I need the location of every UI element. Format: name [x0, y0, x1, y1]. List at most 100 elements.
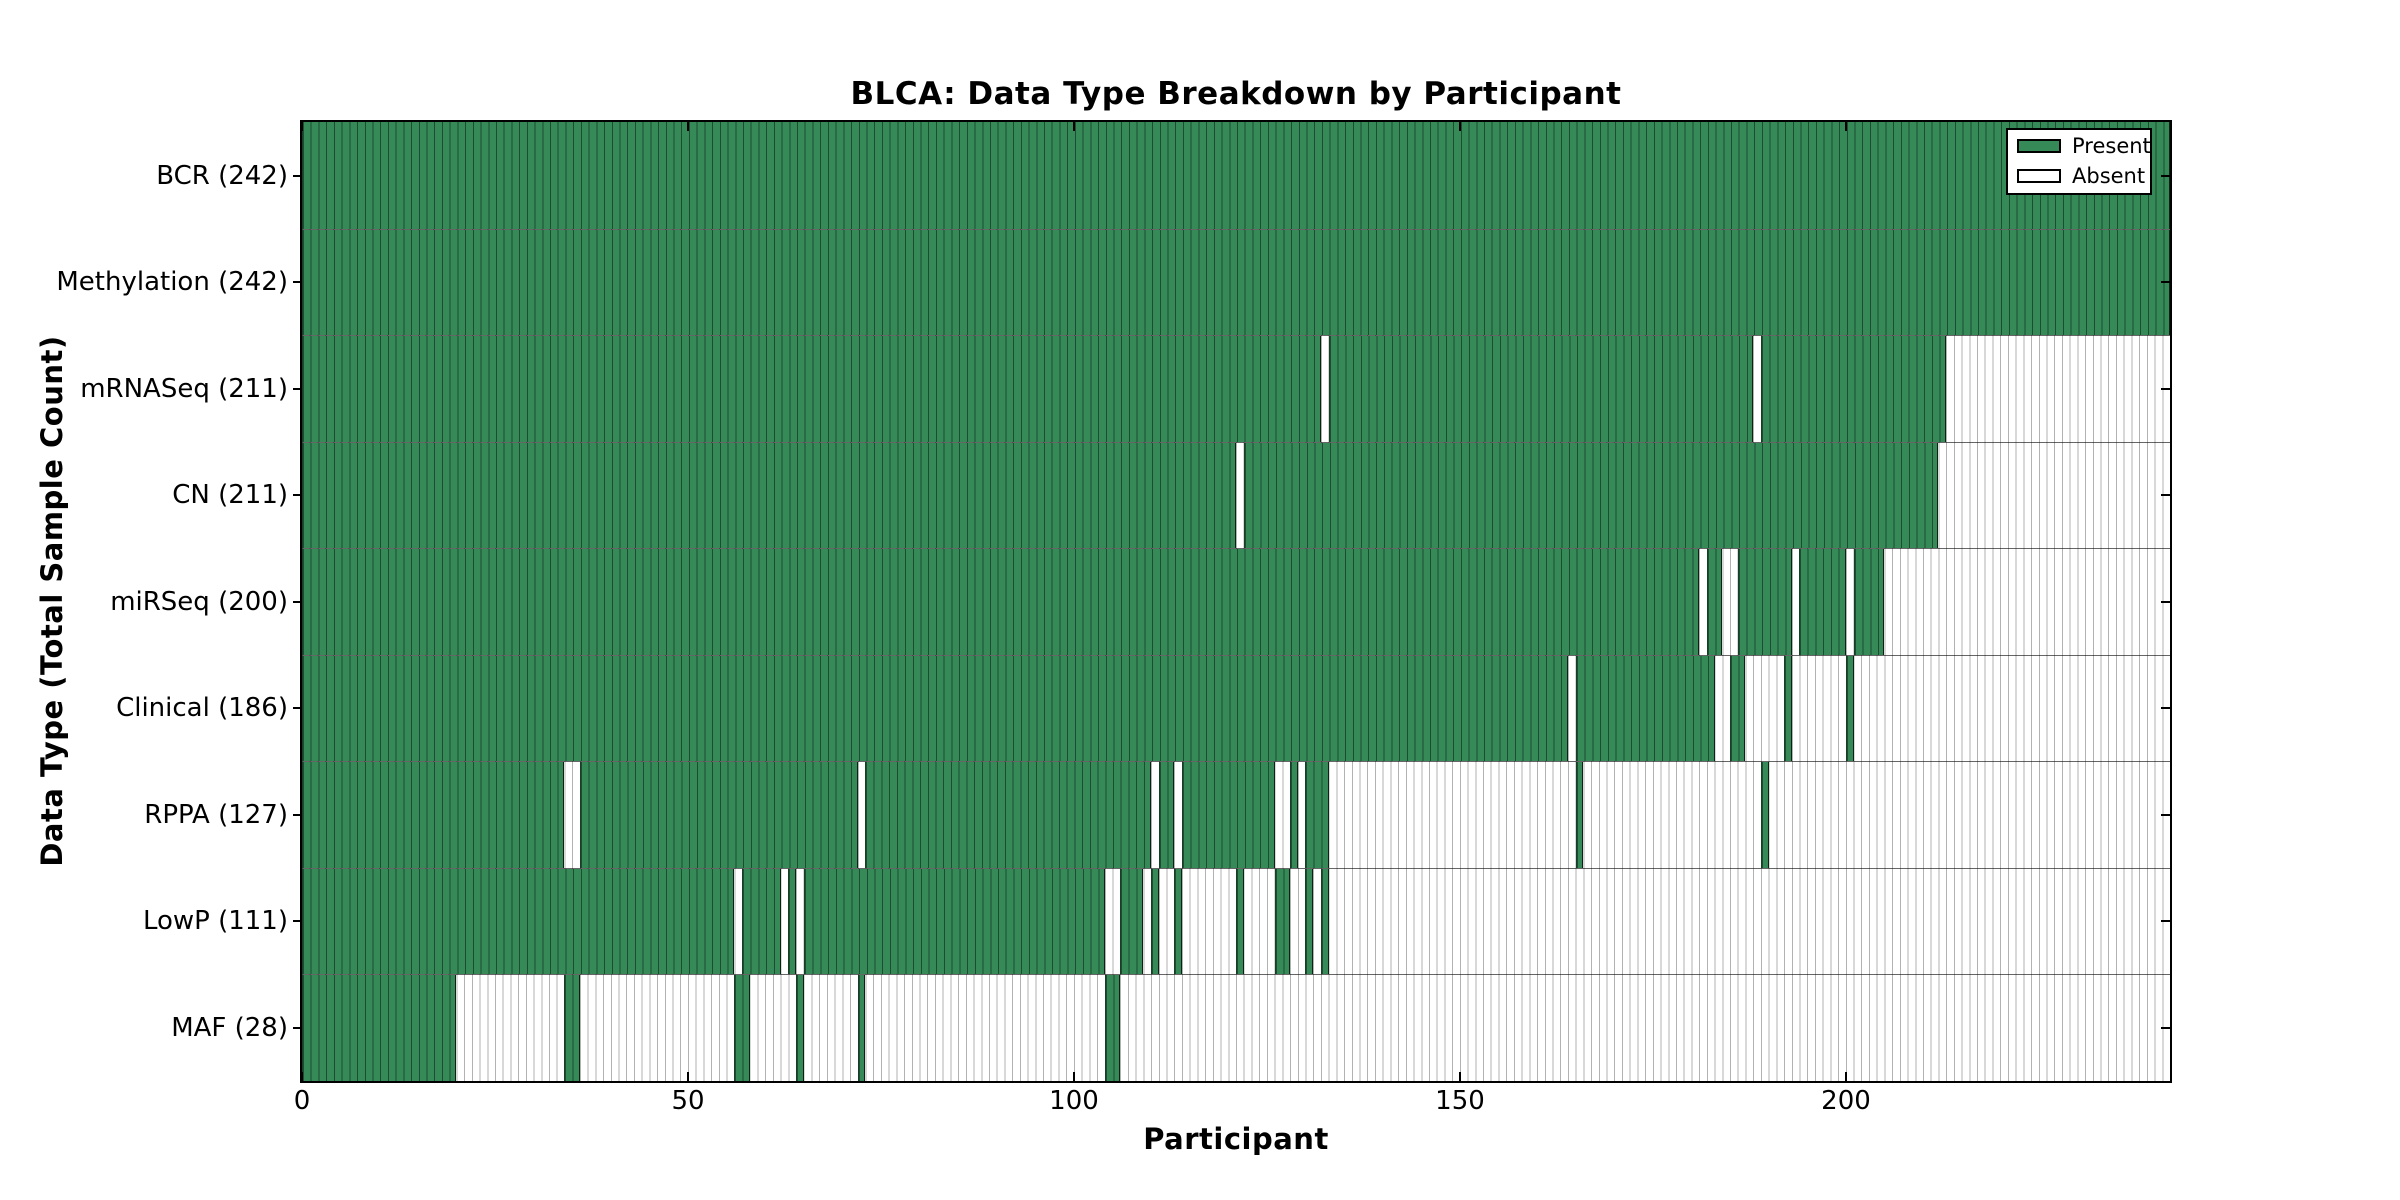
y-tick-left [293, 1027, 302, 1029]
present-segment [1290, 762, 1298, 868]
present-segment [788, 869, 797, 974]
y-tick-label-CN: CN (211) [172, 480, 288, 510]
present-segment [1274, 869, 1291, 974]
y-tick-label-mRNASeq: mRNASeq (211) [80, 374, 288, 404]
x-tick-top [1845, 122, 1847, 131]
present-segment [1575, 656, 1715, 761]
matrix-row-miRSeq [302, 548, 2170, 655]
present-segment [1760, 336, 1947, 442]
present-segment [302, 975, 457, 1081]
present-segment [564, 975, 580, 1081]
y-tick-right [2161, 281, 2170, 283]
matrix-row-Methylation [302, 229, 2170, 335]
present-segment [796, 975, 804, 1081]
x-tick-label-100: 100 [1049, 1086, 1099, 1116]
present-segment [302, 230, 2170, 335]
x-tick-top [1459, 122, 1461, 131]
present-segment [302, 443, 1236, 548]
x-tick-label-0: 0 [293, 1086, 311, 1116]
y-tick-label-MAF: MAF (28) [171, 1013, 288, 1043]
present-segment [1799, 549, 1846, 655]
matrix-row-BCR [302, 122, 2170, 229]
matrix-row-CN [302, 442, 2170, 548]
x-tick-label-150: 150 [1435, 1086, 1485, 1116]
y-tick-left [293, 175, 302, 177]
chart-title: BLCA: Data Type Breakdown by Participant [850, 76, 1622, 112]
y-tick-label-Clinical: Clinical (186) [116, 693, 288, 723]
x-tick-bottom [1459, 1072, 1461, 1081]
present-segment [302, 762, 565, 868]
y-tick-right [2161, 1027, 2170, 1029]
legend: Present Absent [2006, 128, 2152, 195]
present-segment [1784, 656, 1792, 761]
legend-label-present: Present [2072, 134, 2151, 158]
present-segment [1120, 869, 1144, 974]
plot-area [302, 122, 2170, 1081]
present-segment [579, 762, 858, 868]
present-segment [741, 869, 781, 974]
present-segment [1328, 336, 1754, 442]
present-segment [1236, 869, 1244, 974]
present-segment [1737, 549, 1792, 655]
present-segment [1845, 656, 1854, 761]
y-tick-left [293, 601, 302, 603]
present-segment [1575, 762, 1584, 868]
x-tick-label-200: 200 [1821, 1086, 1871, 1116]
present-segment [302, 869, 735, 974]
legend-entry-present: Present [2008, 132, 2151, 160]
x-tick-top [687, 122, 689, 131]
y-tick-label-BCR: BCR (242) [156, 161, 288, 191]
x-tick-bottom [301, 1072, 303, 1081]
present-segment [1305, 762, 1329, 868]
present-segment [865, 762, 1152, 868]
y-tick-left [293, 707, 302, 709]
y-tick-label-RPPA: RPPA (127) [144, 800, 288, 830]
y-tick-left [293, 281, 302, 283]
y-tick-right [2161, 814, 2170, 816]
present-segment [1320, 869, 1329, 974]
present-segment [302, 656, 1568, 761]
present-segment [1158, 762, 1175, 868]
present-segment [857, 975, 866, 1081]
y-tick-left [293, 494, 302, 496]
y-tick-right [2161, 920, 2170, 922]
present-segment [1730, 656, 1746, 761]
y-tick-label-LowP: LowP (111) [142, 906, 288, 936]
matrix-row-RPPA [302, 761, 2170, 868]
y-tick-right [2161, 601, 2170, 603]
x-tick-top [301, 122, 303, 131]
present-segment [803, 869, 1105, 974]
legend-label-absent: Absent [2072, 164, 2146, 188]
present-segment [302, 336, 1321, 442]
y-tick-label-miRSeq: miRSeq (200) [110, 587, 288, 617]
y-tick-label-Methylation: Methylation (242) [56, 267, 288, 297]
matrix-row-LowP [302, 868, 2170, 974]
present-segment [1174, 869, 1182, 974]
matrix-row-Clinical [302, 655, 2170, 761]
y-tick-left [293, 920, 302, 922]
present-segment [1853, 549, 1885, 655]
y-tick-right [2161, 175, 2170, 177]
x-tick-bottom [687, 1072, 689, 1081]
present-segment [1760, 762, 1769, 868]
present-segment [1181, 762, 1275, 868]
y-tick-right [2161, 707, 2170, 709]
x-tick-bottom [1845, 1072, 1847, 1081]
present-segment [1706, 549, 1723, 655]
present-segment [1305, 869, 1314, 974]
present-segment [1151, 869, 1159, 974]
present-segment [302, 549, 1700, 655]
legend-entry-absent: Absent [2008, 162, 2150, 190]
x-tick-top [1073, 122, 1075, 131]
legend-swatch-absent-icon [2017, 169, 2061, 183]
present-segment [1243, 443, 1939, 548]
x-tick-bottom [1073, 1072, 1075, 1081]
legend-swatch-present-icon [2017, 139, 2061, 153]
y-tick-left [293, 388, 302, 390]
present-segment [734, 975, 750, 1081]
matrix-row-MAF [302, 974, 2170, 1081]
x-tick-label-50: 50 [671, 1086, 705, 1116]
present-segment [1104, 975, 1121, 1081]
matrix-row-mRNASeq [302, 335, 2170, 442]
